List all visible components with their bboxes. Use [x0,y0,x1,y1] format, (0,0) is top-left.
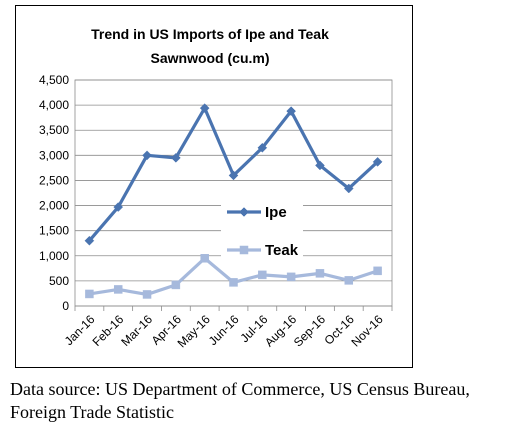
data-point-teak [373,266,382,276]
data-point-ipe [315,160,325,171]
y-tick-label: 0 [62,299,69,313]
data-point-ipe [286,106,296,116]
y-tick-label: 4,000 [39,98,69,112]
chart-title: Trend in US Imports of Ipe and Teak [91,26,329,42]
data-point-ipe [372,157,383,167]
chart: Trend in US Imports of Ipe and Teak Sawn… [15,5,413,368]
data-point-teak [171,280,181,290]
data-point-teak [85,289,94,299]
caption-line-2: Foreign Trade Statistic [10,402,175,422]
data-point-teak [142,290,152,299]
y-tick-label: 1,000 [39,249,69,263]
y-tick-label: 1,500 [39,224,69,238]
legend-swatch-marker [239,245,249,255]
data-point-teak [200,254,209,263]
data-point-ipe [113,202,124,212]
chart-subtitle: Sawnwood (cu.m) [151,50,270,66]
data-source-caption: Data source: US Department of Commerce, … [10,378,510,424]
legend-box [221,196,303,266]
caption-line-1: Data source: US Department of Commerce, … [10,379,470,399]
y-tick-label: 3,500 [39,123,69,137]
data-point-ipe [257,142,268,153]
y-tick-label: 2,000 [39,199,69,213]
plot-area: 0 500 1,000 1,500 2,000 2,500 3,000 3,500 4,000 4… [39,73,393,350]
data-point-ipe [84,235,95,246]
data-point-ipe [142,150,152,161]
y-tick-label: 500 [49,274,69,288]
data-point-teak [286,272,296,282]
data-point-ipe [171,152,181,163]
legend-swatch-marker [239,207,249,217]
legend: Ipe Teak [221,196,303,266]
data-point-teak [258,270,267,280]
legend-label: Teak [265,242,299,259]
data-point-teak [229,278,238,287]
data-point-ipe [228,170,239,181]
data-point-ipe [199,103,210,113]
y-tick-label: 3,000 [39,148,69,162]
plot-border [74,79,393,307]
data-point-ipe [343,183,354,194]
legend-label: Ipe [265,204,287,221]
y-tick-label: 4,500 [39,73,69,87]
data-point-teak [113,285,123,294]
data-point-teak [344,276,354,285]
y-tick-label: 2,500 [39,173,69,187]
data-point-teak [315,269,325,278]
